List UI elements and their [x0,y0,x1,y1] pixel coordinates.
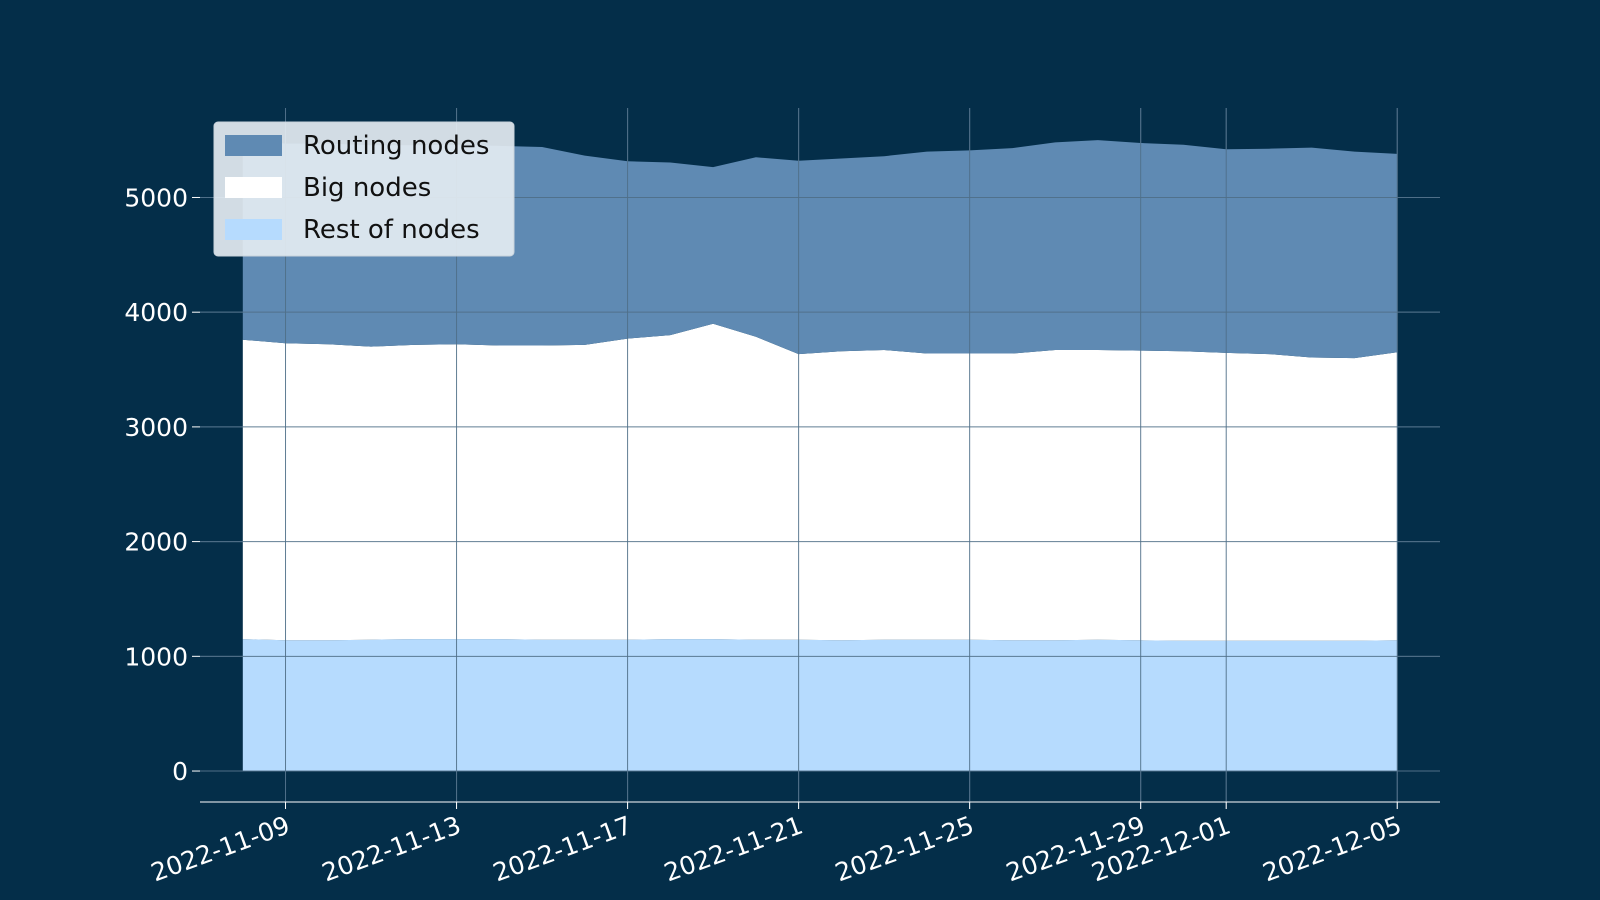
y-tick-label: 4000 [124,298,188,327]
area-routing-nodes [242,140,1398,359]
y-tick-label: 1000 [124,642,188,671]
y-tick-label: 0 [172,757,188,786]
area-series [200,108,1440,802]
area-rest-of-nodes [242,639,1398,771]
x-tick-label: 2022-11-17 [489,810,635,887]
legend-swatch [225,177,282,198]
x-tick-label: 2022-11-21 [660,810,806,887]
y-tick-label: 5000 [124,183,188,212]
legend-label: Routing nodes [303,131,489,161]
y-tick-label: 2000 [124,528,188,557]
legend-swatch [225,219,282,240]
legend-label: Big nodes [303,173,431,203]
y-tick-label: 3000 [124,413,188,442]
x-tick-label: 2022-12-05 [1259,810,1405,887]
legend-box [213,121,515,257]
legend: Routing nodes Big nodes Rest of nodes [213,121,515,257]
grid-overlay [200,108,1440,802]
x-tick-label: 2022-11-25 [831,810,977,887]
x-tick-label: 2022-11-13 [318,810,464,887]
legend-label: Rest of nodes [303,215,480,245]
x-tick-label: 2022-11-09 [147,810,293,887]
legend-swatch [225,135,282,156]
area-big-nodes [242,323,1398,641]
